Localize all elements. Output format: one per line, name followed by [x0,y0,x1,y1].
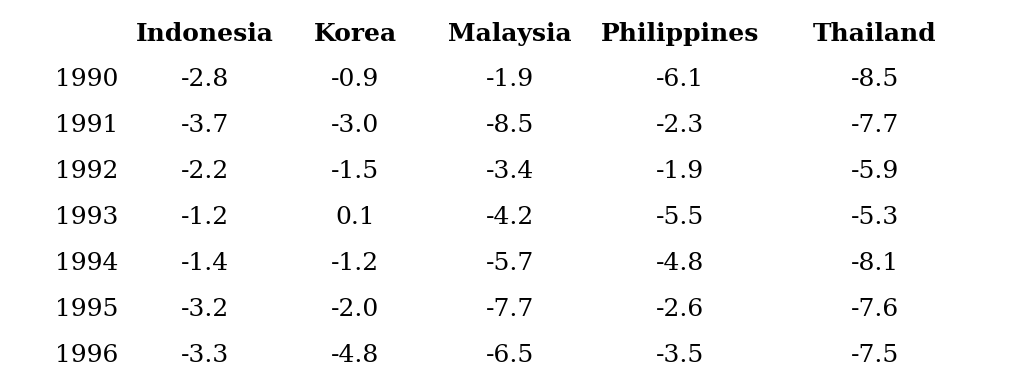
Text: -2.2: -2.2 [181,160,229,183]
Text: -7.7: -7.7 [486,298,534,321]
Text: -0.9: -0.9 [331,68,379,91]
Text: -7.6: -7.6 [851,298,899,321]
Text: 1990: 1990 [55,68,118,91]
Text: -8.5: -8.5 [486,114,534,137]
Text: 1994: 1994 [55,252,118,275]
Text: -6.5: -6.5 [486,344,534,367]
Text: -5.5: -5.5 [656,206,704,229]
Text: -5.7: -5.7 [486,252,534,275]
Text: -4.8: -4.8 [331,344,379,367]
Text: -2.8: -2.8 [181,68,229,91]
Text: -3.0: -3.0 [331,114,379,137]
Text: -7.5: -7.5 [851,344,899,367]
Text: -2.6: -2.6 [656,298,704,321]
Text: -1.9: -1.9 [656,160,704,183]
Text: -5.9: -5.9 [851,160,899,183]
Text: -1.9: -1.9 [486,68,534,91]
Text: -2.0: -2.0 [331,298,379,321]
Text: -6.1: -6.1 [656,68,704,91]
Text: -1.2: -1.2 [331,252,379,275]
Text: 1993: 1993 [55,206,118,229]
Text: -1.4: -1.4 [181,252,229,275]
Text: Malaysia: Malaysia [448,22,572,46]
Text: -3.7: -3.7 [181,114,229,137]
Text: 1992: 1992 [55,160,118,183]
Text: -8.1: -8.1 [851,252,899,275]
Text: 1995: 1995 [55,298,118,321]
Text: -8.5: -8.5 [851,68,899,91]
Text: -3.4: -3.4 [486,160,534,183]
Text: -4.2: -4.2 [486,206,534,229]
Text: -2.3: -2.3 [656,114,704,137]
Text: -1.5: -1.5 [331,160,379,183]
Text: -3.2: -3.2 [181,298,229,321]
Text: Indonesia: Indonesia [136,22,274,46]
Text: Korea: Korea [313,22,396,46]
Text: Thailand: Thailand [813,22,937,46]
Text: 1991: 1991 [55,114,118,137]
Text: -5.3: -5.3 [851,206,899,229]
Text: -1.2: -1.2 [181,206,229,229]
Text: 0.1: 0.1 [336,206,375,229]
Text: Philippines: Philippines [601,22,759,46]
Text: -3.3: -3.3 [181,344,229,367]
Text: -3.5: -3.5 [656,344,704,367]
Text: -4.8: -4.8 [656,252,704,275]
Text: 1996: 1996 [55,344,118,367]
Text: -7.7: -7.7 [851,114,899,137]
